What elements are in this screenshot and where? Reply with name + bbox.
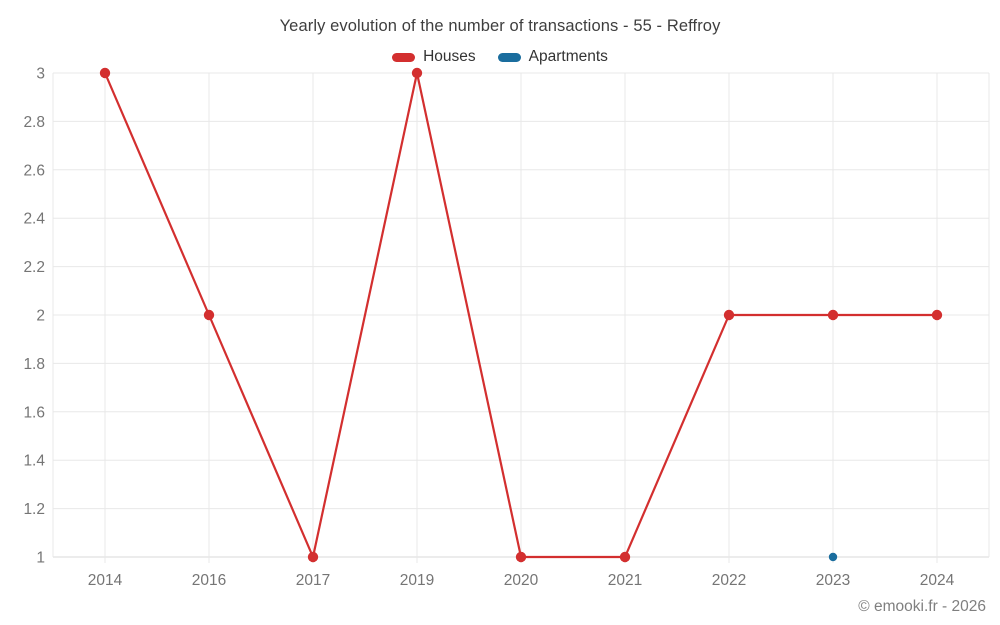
data-point-houses-2014[interactable] (99, 67, 111, 79)
x-axis-label: 2019 (400, 572, 434, 589)
x-axis-label: 2020 (504, 572, 539, 589)
legend-item-houses[interactable]: Houses (392, 48, 476, 66)
footer-attribution: © emooki.fr - 2026 (858, 598, 986, 615)
data-point-houses-2017[interactable] (307, 551, 319, 563)
y-axis-label: 1 (36, 550, 45, 567)
data-point-houses-2019[interactable] (411, 67, 423, 79)
data-point-houses-2020[interactable] (515, 551, 527, 563)
x-axis-label: 2016 (192, 572, 226, 589)
y-axis-label: 2 (36, 308, 45, 325)
x-axis-label: 2023 (816, 572, 850, 589)
y-axis-label: 3 (36, 66, 45, 83)
x-axis-label: 2022 (712, 572, 746, 589)
data-point-houses-2021[interactable] (619, 551, 631, 563)
x-axis-label: 2017 (296, 572, 330, 589)
legend-label: Houses (423, 48, 476, 65)
data-point-houses-2016[interactable] (203, 309, 215, 321)
x-axis-label: 2024 (920, 572, 955, 589)
y-axis-label: 2.6 (23, 162, 45, 179)
x-axis-label: 2021 (608, 572, 642, 589)
chart-title: Yearly evolution of the number of transa… (279, 17, 721, 35)
y-axis-label: 2.2 (23, 259, 45, 276)
x-axis-label: 2014 (88, 572, 123, 589)
legend-item-apartments[interactable]: Apartments (497, 48, 608, 66)
legend: Houses Apartments (0, 48, 1000, 66)
data-point-houses-2022[interactable] (723, 309, 735, 321)
legend-label: Apartments (528, 48, 608, 65)
data-point-houses-2024[interactable] (931, 309, 943, 321)
data-point-houses-2023[interactable] (827, 309, 839, 321)
y-axis-label: 1.4 (23, 453, 45, 470)
y-axis-label: 1.2 (23, 501, 45, 518)
y-axis-label: 2.8 (23, 114, 45, 131)
legend-swatch-houses (392, 52, 416, 62)
y-axis-label: 2.4 (23, 211, 45, 228)
y-axis-label: 1.8 (23, 356, 45, 373)
legend-swatch-apartments (497, 52, 521, 62)
data-point-apartments-2023[interactable] (828, 552, 838, 562)
y-axis-label: 1.6 (23, 404, 45, 421)
